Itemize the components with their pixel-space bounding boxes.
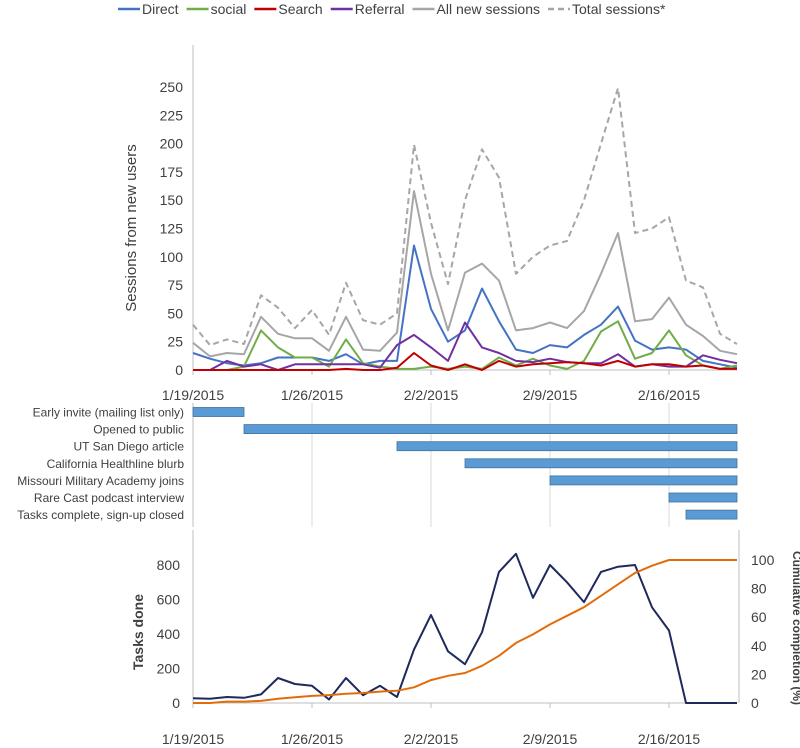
right-tick-label: 100 [751, 552, 775, 568]
x-tick-label: 2/2/2015 [404, 731, 459, 747]
series-line-total-sessions [192, 87, 738, 347]
left-axis-title: Tasks done [130, 594, 146, 670]
gantt-bar [192, 407, 245, 417]
y-tick-label: 125 [160, 221, 184, 237]
legend-label: Total sessions* [572, 1, 666, 17]
series-line-social [193, 320, 738, 371]
y-tick-label: 25 [167, 334, 183, 350]
y-axis-title: Sessions from new users [123, 144, 140, 312]
left-tick-label: 400 [157, 626, 181, 642]
x-tick-label: 1/26/2015 [281, 387, 343, 403]
y-tick-label: 175 [160, 164, 184, 180]
x-tick-label: 2/16/2015 [638, 731, 700, 747]
y-tick-label: 50 [167, 305, 183, 321]
y-tick-label: 150 [160, 192, 184, 208]
gantt-bar [668, 492, 738, 503]
x-tick-label: 2/9/2015 [523, 387, 578, 403]
right-tick-label: 80 [751, 581, 767, 597]
gantt-task-label: UT San Diego article [74, 440, 185, 454]
y-tick-label: 250 [160, 79, 184, 95]
legend-label: All new sessions [437, 1, 541, 17]
gantt-task-label: Rare Cast podcast interview [34, 491, 184, 505]
gantt-task-label: Missouri Military Academy joins [17, 474, 184, 488]
right-tick-label: 20 [751, 666, 767, 682]
gantt-task-label: Tasks complete, sign-up closed [17, 508, 184, 522]
tasks-done-line [192, 552, 737, 704]
x-tick-label: 2/16/2015 [638, 387, 700, 403]
gantt-bar [464, 458, 738, 469]
series-line-direct [192, 244, 738, 369]
gantt-bar [685, 509, 738, 520]
legend-label: Direct [142, 1, 179, 17]
cumulative-completion-line [193, 559, 737, 704]
gantt-task-label: California Healthline blurb [47, 457, 185, 471]
gantt-bar [396, 441, 738, 452]
right-axis-title: Cumulative completion (%) [790, 551, 800, 705]
gantt-bar [243, 424, 738, 435]
x-tick-label: 1/19/2015 [162, 387, 224, 403]
x-tick-label: 1/19/2015 [162, 731, 224, 747]
legend-label: Referral [355, 1, 405, 17]
right-tick-label: 40 [751, 638, 767, 654]
legend-label: social [211, 1, 247, 17]
right-tick-label: 60 [751, 609, 767, 625]
x-tick-label: 2/9/2015 [523, 731, 578, 747]
right-tick-label: 0 [751, 695, 759, 711]
left-tick-label: 200 [157, 661, 181, 677]
series-line-search [193, 352, 737, 371]
left-tick-label: 0 [172, 695, 180, 711]
y-tick-label: 75 [167, 277, 183, 293]
legend-label: Search [278, 1, 322, 17]
gantt-task-label: Opened to public [93, 423, 184, 437]
x-tick-label: 2/2/2015 [404, 387, 459, 403]
y-tick-label: 0 [175, 362, 183, 378]
gantt-task-label: Early invite (mailing list only) [33, 406, 184, 420]
y-tick-label: 200 [160, 136, 184, 152]
y-tick-label: 100 [160, 249, 184, 265]
y-tick-label: 225 [160, 107, 184, 123]
x-tick-label: 1/26/2015 [281, 731, 343, 747]
gantt-bar [549, 475, 738, 486]
left-tick-label: 600 [157, 592, 181, 608]
left-tick-label: 800 [157, 557, 181, 573]
series-line-all-new-sessions [192, 190, 738, 358]
